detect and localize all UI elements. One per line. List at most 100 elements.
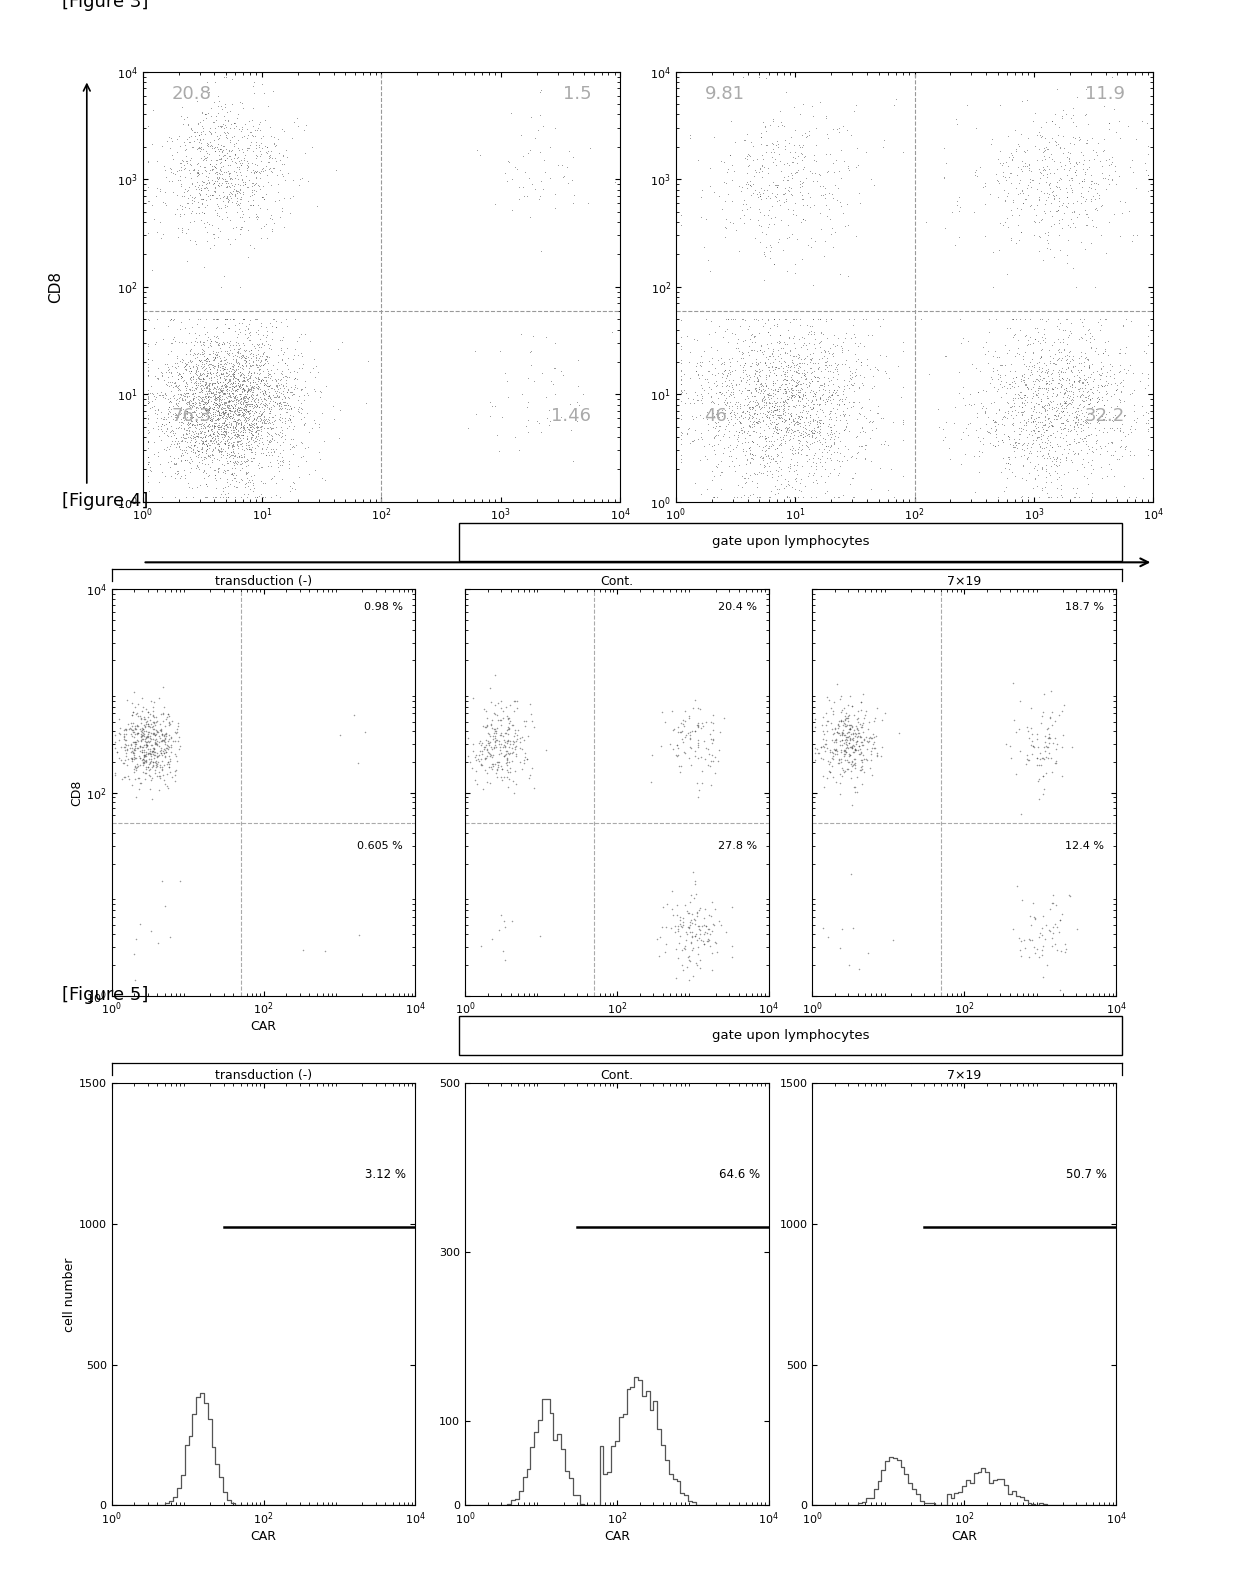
Point [718,411,738,436]
Text: 50.7 %: 50.7 % [1066,1168,1107,1180]
Point [1058,306,1078,331]
Point [811,335,831,360]
Point [221,384,241,409]
Point [740,327,760,352]
Point [826,726,846,752]
Point [218,370,238,395]
Point [157,370,177,395]
Point [502,741,522,766]
Point [759,387,779,413]
Point [968,424,988,449]
Point [238,325,258,350]
Point [1049,414,1069,440]
Point [883,927,903,953]
Point [856,698,875,723]
Point [978,306,998,331]
Point [217,429,237,454]
Point [777,384,797,409]
Point [745,362,765,387]
Point [226,416,246,441]
Point [243,370,263,395]
Point [737,448,756,473]
Point [750,401,770,427]
Point [1032,476,1052,502]
Point [766,393,786,419]
Point [179,177,198,202]
Point [186,384,206,409]
Point [148,220,167,245]
Point [185,440,205,465]
Point [187,411,207,436]
Point [785,132,805,158]
Point [207,169,227,194]
Point [665,914,684,940]
Point [786,370,806,395]
Point [160,307,180,333]
Point [253,366,273,392]
Point [216,358,236,384]
Point [192,161,212,186]
Point [138,699,157,725]
Point [224,386,244,411]
Point [765,392,785,417]
Point [719,400,739,425]
Point [277,363,296,389]
Point [211,379,231,405]
Point [482,707,502,733]
Point [134,742,154,768]
Point [682,937,702,962]
Point [671,357,691,382]
Point [826,405,846,430]
Point [177,470,197,495]
Point [239,328,259,354]
Point [205,390,224,416]
Point [262,218,281,244]
Point [198,131,218,156]
Point [210,331,229,357]
Point [187,366,207,392]
Point [164,401,184,427]
Point [548,153,568,178]
Point [1073,429,1092,454]
Point [1052,393,1071,419]
Point [207,344,227,370]
Point [1068,429,1087,454]
Point [212,379,232,405]
Point [1079,390,1099,416]
Point [821,460,841,486]
Point [1086,170,1106,196]
Point [247,414,267,440]
Point [769,405,789,430]
Point [795,422,815,448]
Point [1002,202,1022,228]
Point [141,459,161,484]
Point [1094,419,1114,444]
Point [196,374,216,400]
Point [678,706,698,731]
Point [775,408,795,433]
Point [836,384,856,409]
Point [324,393,343,419]
Point [218,398,238,424]
Point [1091,312,1111,338]
Point [1037,352,1056,378]
Point [258,416,278,441]
Point [843,717,863,742]
Point [684,911,704,937]
Point [272,395,291,421]
Point [1086,213,1106,239]
Point [232,368,252,393]
Point [228,398,248,424]
Point [812,452,832,478]
Point [229,387,249,413]
Point [1069,392,1089,417]
Point [790,398,810,424]
Point [844,774,864,800]
Point [769,355,789,381]
Point [709,738,729,763]
Point [211,416,231,441]
Point [1024,417,1044,443]
Point [239,167,259,193]
Point [1059,147,1079,172]
Point [175,368,195,393]
